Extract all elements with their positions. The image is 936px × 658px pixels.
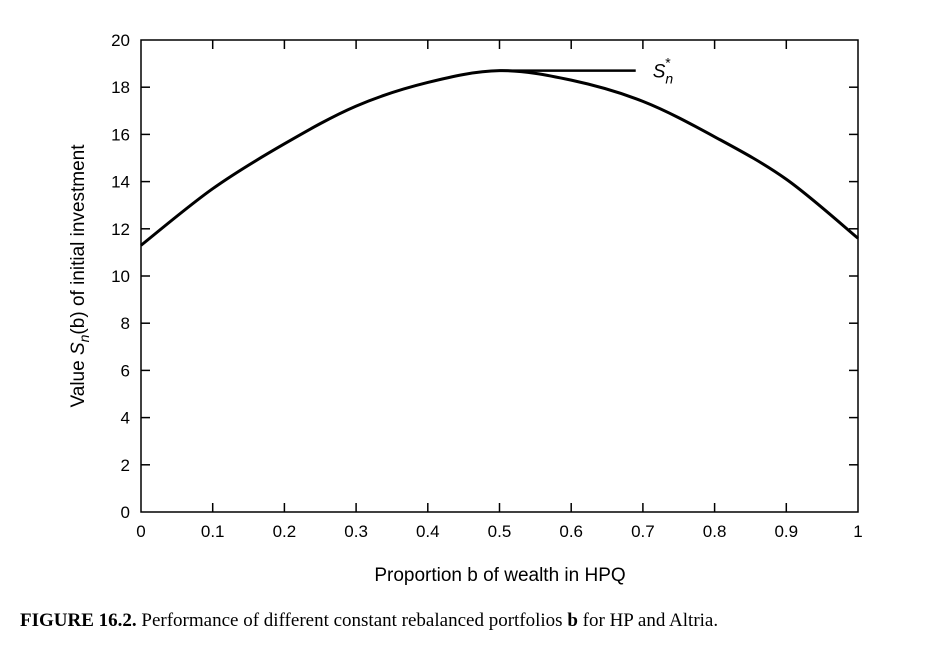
x-tick-label: 0.4 (416, 522, 440, 541)
figure-caption: FIGURE 16.2. Performance of different co… (20, 610, 718, 632)
chart: 0 0.1 0.2 0.3 0.4 0.5 0.6 0.7 0.8 0.9 102468101214… (68, 31, 863, 586)
caption-text-end: for HP and Altria. (577, 610, 719, 631)
y-tick-label: 18 (111, 78, 130, 97)
x-tick-label: 0.2 (273, 522, 297, 541)
figure-number: FIGURE 16.2. (20, 610, 137, 631)
y-tick-label: 14 (111, 173, 130, 192)
plot-frame (140, 39, 859, 513)
y-tick-label: 12 (111, 220, 130, 239)
y-axis-label: Value Sn(b) of initial investment (68, 144, 92, 408)
x-tick-label: 0 (136, 522, 145, 541)
optimum-label: Sn* (653, 55, 674, 87)
x-tick-label: 0.1 (201, 522, 225, 541)
x-axis-label: Proportion b of wealth in HPQ (374, 565, 625, 586)
x-tick-label: 0.7 (631, 522, 655, 541)
y-tick-label: 8 (121, 314, 130, 333)
y-tick-label: 4 (121, 409, 130, 428)
y-tick-label: 2 (121, 456, 130, 475)
x-tick-label: 0.9 (774, 522, 798, 541)
x-tick-label: 1 (853, 522, 862, 541)
y-tick-label: 20 (111, 31, 130, 50)
x-tick-label: 0.3 (344, 522, 368, 541)
series-line (140, 69, 859, 247)
y-tick-label: 0 (121, 503, 130, 522)
x-tick-label: 0.5 (488, 522, 512, 541)
y-tick-label: 10 (111, 267, 130, 286)
x-tick-label: 0.8 (703, 522, 727, 541)
ticks: 0 0.1 0.2 0.3 0.4 0.5 0.6 0.7 0.8 0.9 102468101214… (111, 31, 863, 541)
x-tick-label: 0.6 (559, 522, 583, 541)
y-tick-label: 16 (111, 125, 130, 144)
y-tick-label: 6 (121, 361, 130, 380)
caption-text: Performance of different constant rebala… (136, 610, 568, 631)
caption-bold: b (567, 610, 578, 631)
